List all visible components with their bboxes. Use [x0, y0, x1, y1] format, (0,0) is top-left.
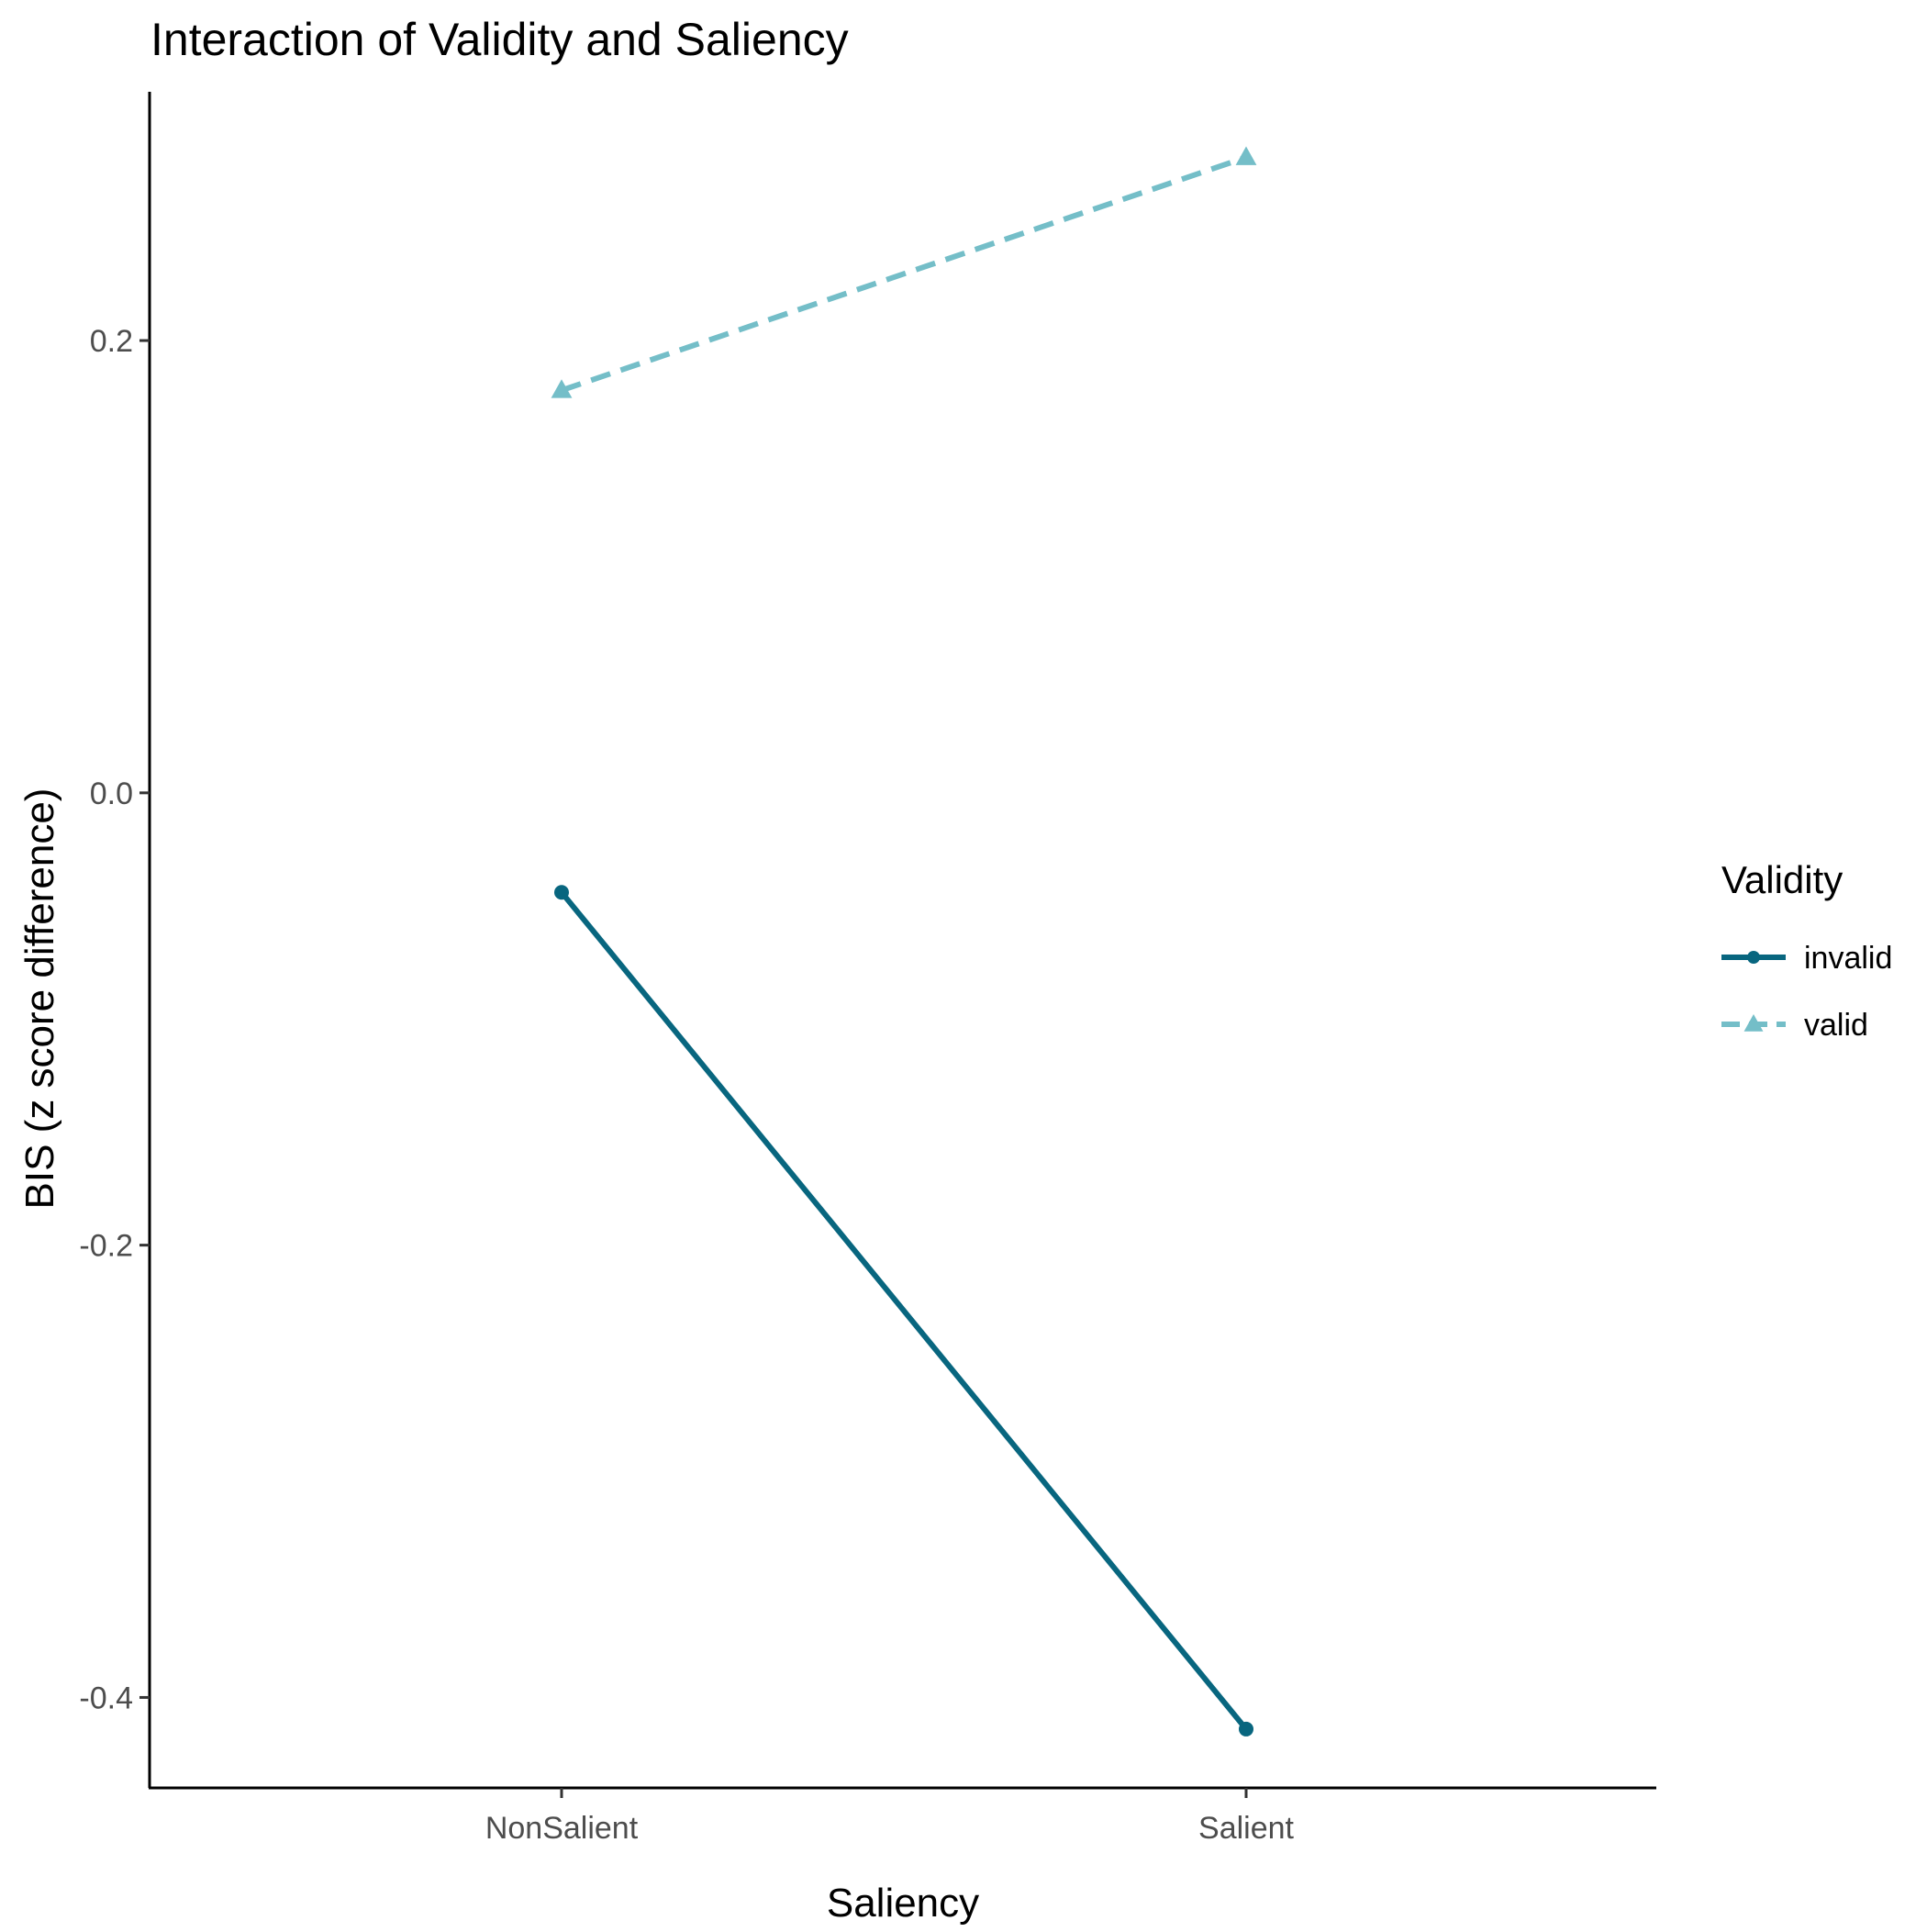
data-point-invalid — [554, 885, 569, 900]
x-ticks: NonSalient Salient — [485, 1788, 1295, 1846]
series-layer — [551, 146, 1257, 1737]
legend-key-marker — [1747, 951, 1760, 964]
data-point-valid — [551, 379, 573, 398]
y-ticks: 0.2 0.0 -0.2 -0.4 — [79, 324, 150, 1715]
data-point-invalid — [1239, 1721, 1253, 1737]
series-line-invalid — [559, 890, 1249, 1731]
y-tick-label: -0.2 — [79, 1229, 133, 1264]
x-tick-label: Salient — [1198, 1811, 1295, 1846]
legend: Validity invalid valid — [1721, 858, 1892, 1043]
chart-title: Interaction of Validity and Saliency — [150, 14, 849, 65]
x-tick-label: NonSalient — [485, 1811, 639, 1846]
series-invalid — [554, 885, 1253, 1737]
series-valid — [551, 146, 1257, 398]
y-tick-label: -0.4 — [79, 1681, 133, 1715]
legend-item-invalid: invalid — [1721, 941, 1892, 976]
legend-item-valid: valid — [1721, 1008, 1868, 1043]
series-line-valid — [561, 154, 1247, 394]
x-axis-title: Saliency — [827, 1881, 979, 1926]
legend-items: invalid valid — [1721, 941, 1892, 1043]
legend-title: Validity — [1721, 858, 1843, 901]
data-point-valid — [1235, 146, 1257, 165]
y-tick-label: 0.0 — [90, 776, 133, 811]
legend-label: invalid — [1804, 941, 1892, 976]
y-axis-title: BIS (z score difference) — [17, 788, 62, 1210]
legend-label: valid — [1804, 1008, 1868, 1043]
y-tick-label: 0.2 — [90, 324, 133, 359]
legend-key-marker — [1743, 1014, 1764, 1032]
